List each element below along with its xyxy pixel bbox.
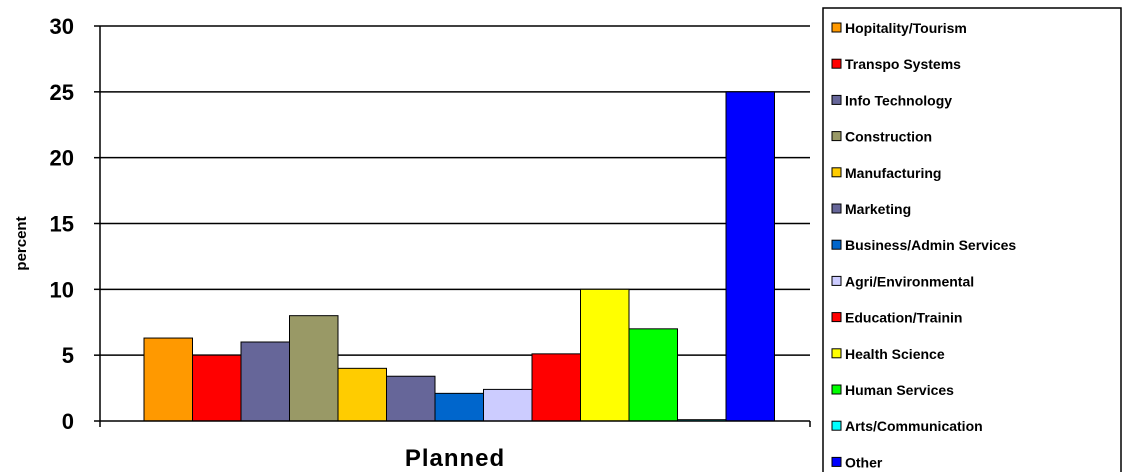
bar-transpo-systems (192, 354, 242, 422)
legend-swatch-transpo-systems (831, 58, 842, 69)
bar-construction (289, 315, 339, 422)
legend-swatch-education-trainin (831, 312, 842, 323)
legend-label-info-technology: Info Technology (845, 92, 952, 108)
axes (99, 26, 811, 427)
bar-marketing (386, 375, 436, 422)
legend-label-other: Other (845, 454, 883, 470)
legend-label-human-services: Human Services (845, 382, 954, 398)
y-tick-label: 30 (50, 14, 74, 39)
bar-health-science (580, 288, 630, 422)
bar-manufacturing (337, 367, 387, 422)
bar-info-technology (240, 341, 290, 422)
bars (143, 91, 775, 422)
legend-box (822, 7, 1122, 472)
legend-label-construction: Construction (845, 129, 932, 145)
legend-swatch-other (831, 456, 842, 467)
y-tick-label: 10 (50, 277, 74, 302)
legend-label-hopitality-tourism: Hopitality/Tourism (845, 20, 967, 36)
legend-swatch-business-admin-services (831, 239, 842, 250)
bar-hopitality-tourism (143, 337, 193, 422)
legend-swatch-manufacturing (831, 167, 842, 178)
legend: Hopitality/Tourism Transpo Systems Info Te… (822, 7, 1122, 472)
bar-agri-environmental (483, 388, 533, 422)
legend-swatch-health-science (831, 348, 842, 359)
legend-swatch-hopitality-tourism (831, 22, 842, 33)
bar-education-trainin (531, 353, 581, 422)
legend-label-business-admin-services: Business/Admin Services (845, 237, 1016, 253)
y-tick-label: 5 (62, 343, 74, 368)
legend-swatch-marketing (831, 203, 842, 214)
bar-other (725, 91, 775, 422)
legend-label-education-trainin: Education/Trainin (845, 310, 962, 326)
y-axis-label: percent (13, 216, 30, 270)
legend-swatch-arts-communication (831, 420, 842, 431)
legend-swatch-human-services (831, 384, 842, 395)
legend-label-arts-communication: Arts/Communication (845, 418, 983, 434)
legend-swatch-info-technology (831, 94, 842, 105)
y-tick-label: 25 (50, 80, 74, 105)
legend-label-agri-environmental: Agri/Environmental (845, 273, 974, 289)
y-tick-label: 20 (50, 146, 74, 171)
x-category-label: Planned (405, 445, 505, 472)
bar-business-admin-services (434, 392, 484, 422)
legend-swatch-agri-environmental (831, 275, 842, 286)
legend-label-transpo-systems: Transpo Systems (845, 56, 961, 72)
legend-label-manufacturing: Manufacturing (845, 165, 941, 181)
legend-swatch-construction (831, 131, 842, 142)
bar-human-services (628, 328, 678, 422)
legend-label-health-science: Health Science (845, 346, 945, 362)
legend-label-marketing: Marketing (845, 201, 911, 217)
y-tick-label: 0 (62, 409, 74, 434)
y-tick-labels: 0 5 10 15 20 25 30 (50, 14, 74, 434)
y-tick-label: 15 (50, 212, 74, 237)
